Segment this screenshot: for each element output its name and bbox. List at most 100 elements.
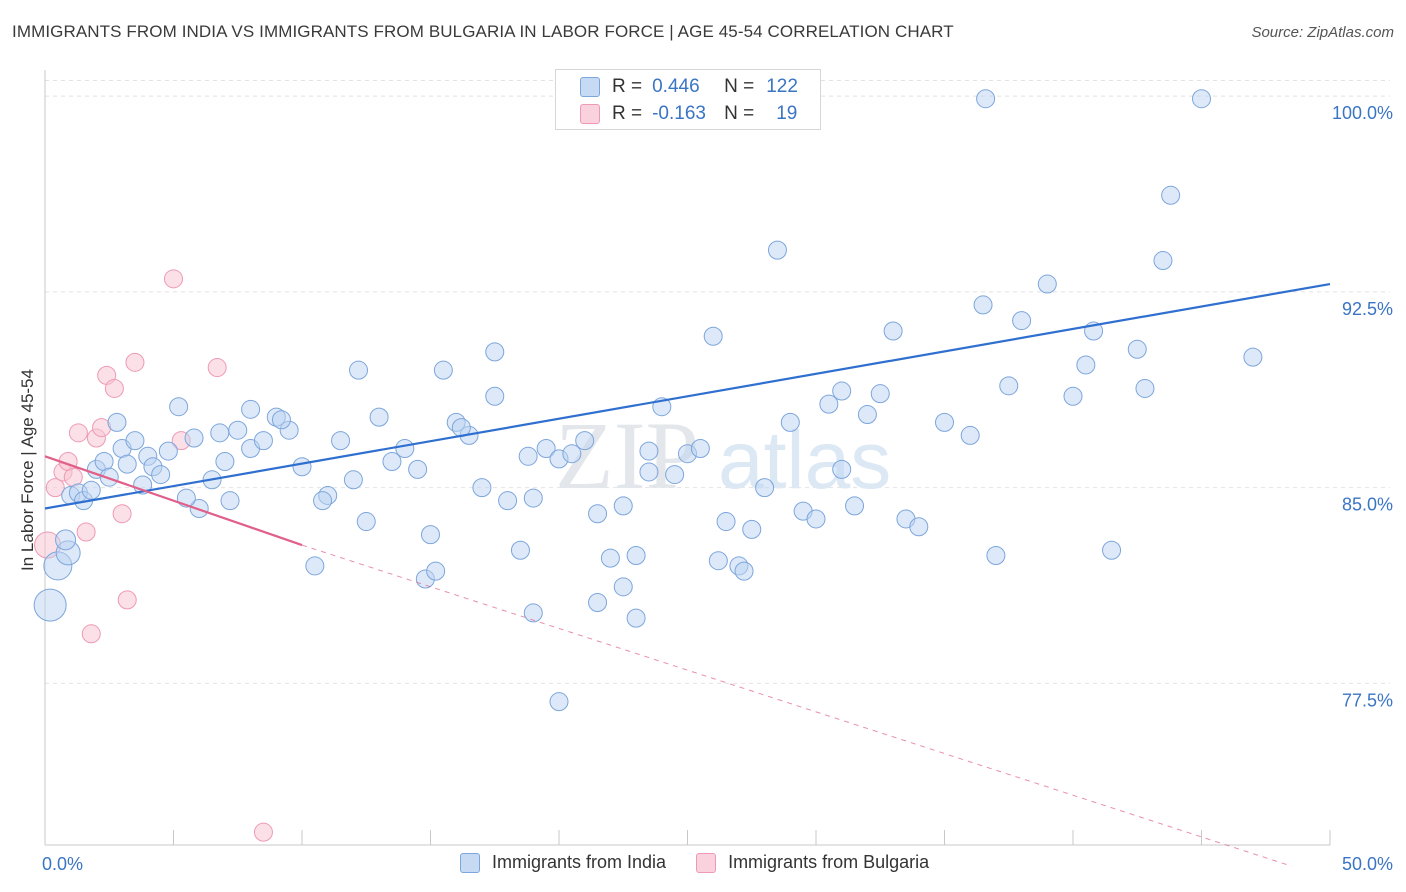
india-point-69 [832,459,852,479]
bulgaria-point-17 [207,358,227,378]
india-point-91 [1192,89,1211,109]
india-point-90 [1161,185,1181,205]
bulgaria-point-5 [68,423,88,443]
legend-n-label-india: N = [724,76,755,97]
india-point-67 [806,509,826,529]
legend-label-bulgaria: Immigrants from Bulgaria [728,852,930,872]
bulgaria-point-1 [45,478,65,498]
india-point-3 [55,529,77,551]
legend-swatch-bulgaria-bottom [696,852,717,873]
india-point-77 [960,425,980,445]
legend-n-value-india: 122 [766,76,798,97]
bulgaria-point-11 [104,378,124,398]
india-point-76 [935,412,954,432]
series-legend: Immigrants from India Immigrants from Bu… [460,852,959,873]
y-tick-label-3: 100.0% [1332,103,1393,123]
india-point-9 [99,467,119,487]
india-point-21 [215,452,235,472]
x-tick-label-1: 50.0% [1342,854,1393,874]
india-point-36 [408,459,428,479]
legend-row-bulgaria: R = -0.163 N = 19 [580,102,797,126]
legend-r-label-india: R = [612,76,643,97]
india-point-87 [1127,339,1147,359]
india-point-48 [562,444,582,464]
india-point-95 [549,692,569,712]
bulgaria-point-18 [253,822,273,842]
y-tick-label-2: 92.5% [1342,299,1393,319]
india-point-72 [870,384,890,404]
india-point-84 [1076,355,1096,375]
india-point-119 [734,561,754,581]
india-point-98 [626,608,646,628]
india-point-64 [767,240,787,260]
india-point-49 [575,431,595,451]
india-point-59 [703,326,723,346]
india-point-28 [305,556,325,576]
india-point-27 [292,457,312,477]
india-point-96 [588,592,608,612]
india-point-89 [1153,251,1173,271]
india-point-34 [382,452,402,472]
india-point-75 [909,517,929,537]
india-point-114 [349,360,369,380]
trend-line-bulgaria [44,455,303,547]
india-point-120 [976,89,996,109]
stats-legend: R = 0.446 N = 122 R = -0.163 N = 19 [555,69,821,130]
india-point-68 [819,394,839,414]
india-point-33 [369,407,389,427]
legend-swatch-india [580,77,600,97]
india-point-82 [1037,274,1057,294]
india-point-32 [356,512,376,532]
india-point-31 [343,470,363,490]
india-point-103 [832,381,852,401]
india-point-30 [331,431,351,451]
trend-line-india [44,282,1331,510]
india-point-18 [184,428,204,448]
india-point-62 [742,519,762,539]
india-point-44 [510,540,530,560]
india-point-106 [220,491,240,511]
india-point-99 [639,441,659,461]
legend-item-india[interactable]: Immigrants from India [460,852,666,873]
india-point-81 [1012,311,1032,331]
india-point-110 [117,454,137,474]
india-point-58 [690,438,710,458]
bulgaria-point-7 [81,624,101,644]
chart-title: IMMIGRANTS FROM INDIA VS IMMIGRANTS FROM… [12,22,954,41]
india-point-12 [125,431,145,451]
legend-r-value-india: 0.446 [652,76,700,97]
legend-row-india: R = 0.446 N = 122 [580,75,798,99]
india-point-43 [498,491,518,511]
legend-label-india: Immigrants from India [492,852,667,872]
india-point-92 [1243,347,1263,367]
india-point-60 [716,512,736,532]
watermark-atlas: atlas [718,415,891,506]
india-point-80 [999,376,1019,396]
legend-item-bulgaria[interactable]: Immigrants from Bulgaria [696,852,929,873]
india-point-16 [151,465,171,485]
legend-n-label-bulgaria: N = [724,103,755,124]
india-point-11 [107,412,127,432]
india-point-116 [426,561,446,581]
india-point-78 [973,295,993,315]
india-point-42 [485,386,505,406]
india-point-24 [253,431,273,451]
legend-n-value-bulgaria: 19 [776,103,798,124]
legend-r-value-bulgaria: -0.163 [652,103,706,124]
india-point-70 [845,496,865,516]
bulgaria-point-13 [117,590,137,610]
india-point-56 [665,465,685,485]
source-label: Source: ZipAtlas.com [1251,24,1394,41]
india-point-86 [1102,540,1122,560]
india-point-37 [421,525,440,545]
bulgaria-point-6 [76,522,96,542]
india-point-88 [1135,378,1155,398]
india-point-73 [883,321,903,341]
india-point-97 [613,577,633,597]
india-point-0 [33,588,67,622]
india-point-104 [708,551,728,571]
india-point-71 [857,405,877,425]
axes [44,70,1331,846]
legend-swatch-india-bottom [460,852,480,873]
